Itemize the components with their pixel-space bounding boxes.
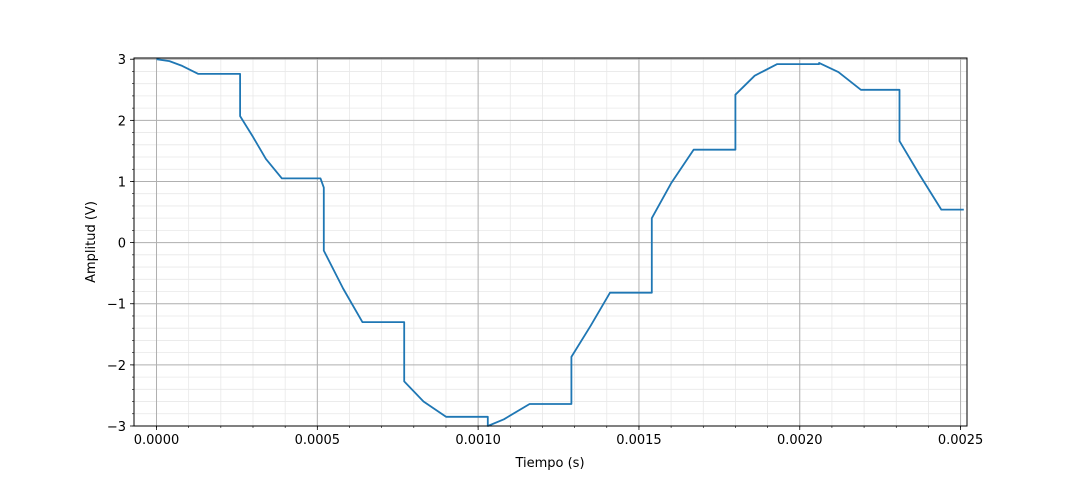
x-tick-label: 0.0020 xyxy=(777,433,823,448)
x-axis: 0.0000 0.0005 0.0010 0.0015 0.0020 0.0025 xyxy=(134,426,984,448)
y-axis-label: Amplitud (V) xyxy=(84,201,99,283)
x-tick-label: 0.0010 xyxy=(455,433,501,448)
y-tick-label: 1 xyxy=(118,175,126,190)
major-grid xyxy=(134,58,967,427)
x-tick-label: 0.0005 xyxy=(295,433,341,448)
plot-area xyxy=(133,57,968,427)
y-tick-label: −2 xyxy=(107,359,126,374)
y-tick-label: −3 xyxy=(107,420,126,435)
y-axis: −3 −2 −1 0 1 2 3 xyxy=(107,53,134,435)
plot-background xyxy=(134,58,967,426)
y-tick-label: 0 xyxy=(118,237,126,252)
y-tick-label: −1 xyxy=(107,298,126,313)
plot-frame xyxy=(133,57,968,427)
x-axis-label: Tiempo (s) xyxy=(514,456,584,471)
y-tick-label: 2 xyxy=(118,114,126,129)
series-line xyxy=(156,58,964,427)
x-tick-label: 0.0015 xyxy=(616,433,662,448)
y-tick-label: 3 xyxy=(118,53,126,68)
x-tick-label: 0.0000 xyxy=(134,433,180,448)
x-tick-label: 0.0025 xyxy=(938,433,984,448)
series-layer xyxy=(156,58,964,427)
